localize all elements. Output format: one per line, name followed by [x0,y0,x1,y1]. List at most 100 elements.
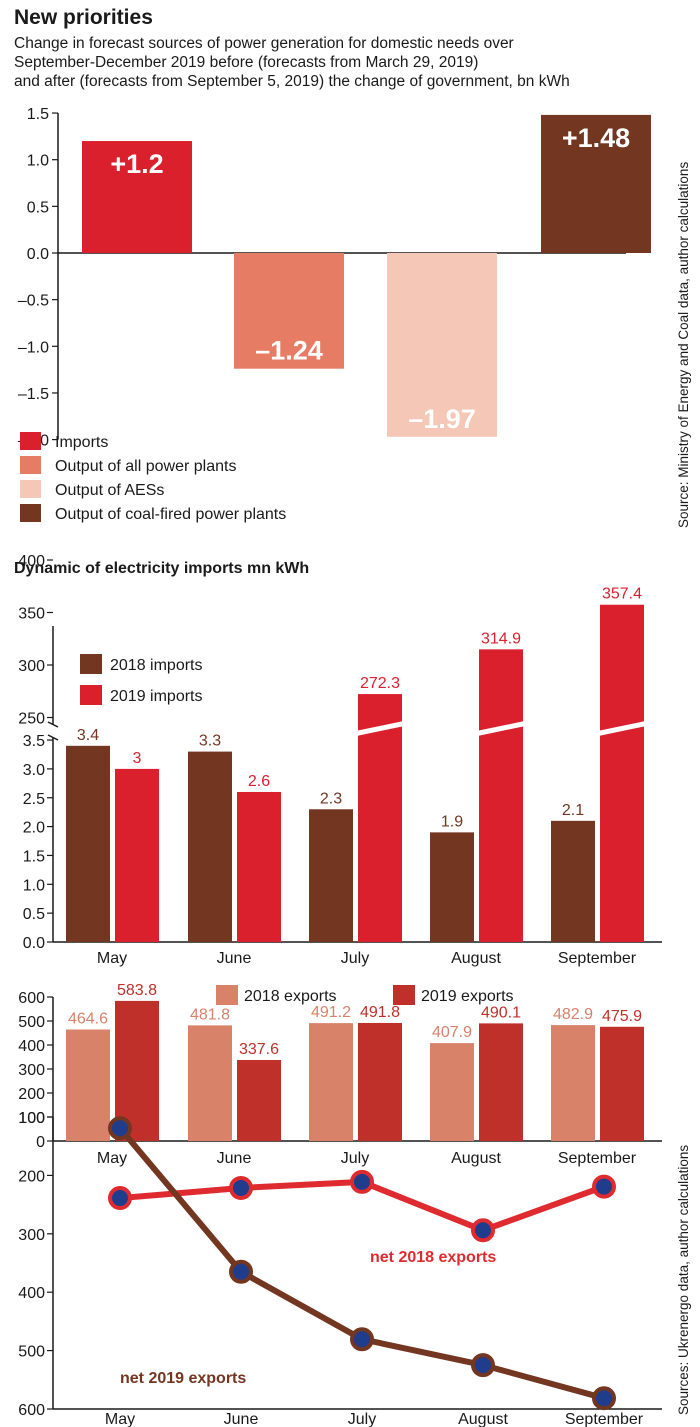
y-tick-label: 0.5 [23,906,45,923]
legend-swatch [20,480,41,498]
bar-2018-exports [309,1023,353,1141]
bar-2019-imports [600,604,644,942]
y-tick-label: 400 [18,1285,45,1302]
net-2018-exports-point [229,1175,253,1200]
y-tick-label: 1.5 [23,848,45,865]
data-label: 464.6 [68,1010,108,1027]
y-tick-label: 500 [18,1014,45,1031]
bar-2019-exports [479,1023,523,1141]
data-label: 2.6 [248,773,270,790]
y-tick-label: 0 [36,1134,45,1151]
bar-2019-imports [358,694,402,942]
y-tick-label: 400 [18,1038,45,1055]
net-2019-exports-point [471,1353,495,1378]
legend-swatch [393,985,415,1005]
y-tick-label: 200 [18,1168,45,1185]
subtitle-line-1: Change in forecast sources of power gene… [14,35,514,52]
data-label: 583.8 [117,982,157,999]
axis-break-mark [47,721,59,728]
x-tick-label: May [97,1150,127,1167]
y-tick-label: 1.0 [23,877,45,894]
y-tick-label: 250 [18,711,45,728]
y-tick-label: 600 [18,990,45,1007]
y-tick-label: 300 [18,1062,45,1079]
bar-output-of-coal-fired-power-plants [541,114,651,253]
data-label: 490.1 [481,1004,521,1021]
y-tick-label: 350 [18,606,45,623]
y-tick-label: 3.5 [23,733,45,750]
bar-2018-imports [551,820,595,942]
x-tick-label: September [565,1411,644,1427]
y-tick-label: 300 [18,1227,45,1244]
data-label: 3 [133,750,142,767]
net-2019-exports-line [117,1126,605,1402]
legend-label: 2019 imports [110,688,203,705]
bar-2019-imports [115,768,159,942]
legend-label: Output of coal-fired power plants [55,506,286,523]
data-label: 491.2 [311,1004,351,1021]
net-2019-exports-point [229,1259,253,1284]
data-label: 2.3 [320,790,342,807]
y-tick-label: 600 [18,1402,45,1419]
bar-2018-imports [309,809,353,942]
data-label: 1.9 [441,813,463,830]
y-tick-label: 0.0 [27,246,49,263]
bar-2018-exports [188,1025,232,1141]
y-tick-label: 0.0 [23,935,45,952]
data-label: 481.8 [190,1006,230,1023]
y-tick-label: 0.5 [27,199,49,216]
axis-break-mark [47,734,59,741]
data-label: 491.8 [360,1004,400,1021]
x-tick-label: August [451,1150,501,1167]
legend-label: Imports [55,434,108,451]
data-label: 482.9 [553,1006,593,1023]
y-tick-label: 400 [18,553,45,570]
legend-label: 2019 exports [421,988,514,1005]
legend-label: 2018 exports [244,988,337,1005]
net-2018-exports-point [471,1218,495,1243]
bar-2018-imports [430,832,474,942]
net-2019-exports-point [350,1327,374,1352]
bar-2018-exports [66,1029,110,1141]
bar-output-of-aess [387,253,497,437]
series-label: net 2018 exports [370,1249,496,1266]
y-tick-label: –1.0 [18,339,49,356]
legend-swatch [20,504,41,522]
bar-2019-exports [237,1059,281,1141]
net-2018-exports-point [592,1174,616,1199]
y-tick-label: 100 [18,1110,45,1127]
bar-2019-exports [600,1026,644,1141]
data-label: 3.4 [77,727,99,744]
bar-break-mark [597,721,647,736]
y-tick-label: –0.5 [18,293,49,310]
x-tick-label: May [105,1411,135,1427]
x-tick-label: August [451,950,501,967]
y-tick-label: 100 [18,1110,45,1127]
y-tick-label: 3.0 [23,762,45,779]
x-tick-label: June [217,950,252,967]
legend-swatch [216,985,238,1005]
net-2019-exports-point [592,1386,616,1411]
subtitle-line-3: and after (forecasts from September 5, 2… [14,73,570,90]
x-tick-label: June [224,1411,259,1427]
bar-break-mark [476,721,526,736]
net-2018-exports-point [350,1169,374,1194]
net-2018-exports-point [108,1186,132,1211]
x-tick-label: September [558,1150,637,1167]
legend-label: Output of all power plants [55,458,236,475]
bar-break-mark [355,721,405,736]
y-tick-label: 2.0 [23,820,45,837]
legend-label: Output of AESs [55,482,164,499]
legend-swatch [20,432,41,450]
value-label: +1.48 [562,123,630,153]
bar-2019-exports [358,1022,402,1141]
chart-subtitle: Change in forecast sources of power gene… [14,34,690,91]
chart-title: New priorities [14,6,153,29]
y-tick-label: 1.5 [27,106,49,123]
x-tick-label: July [341,1150,369,1167]
bar-2018-imports [188,751,232,942]
x-tick-label: May [97,950,127,967]
y-tick-label: 1.0 [27,153,49,170]
data-label: 314.9 [481,630,521,647]
